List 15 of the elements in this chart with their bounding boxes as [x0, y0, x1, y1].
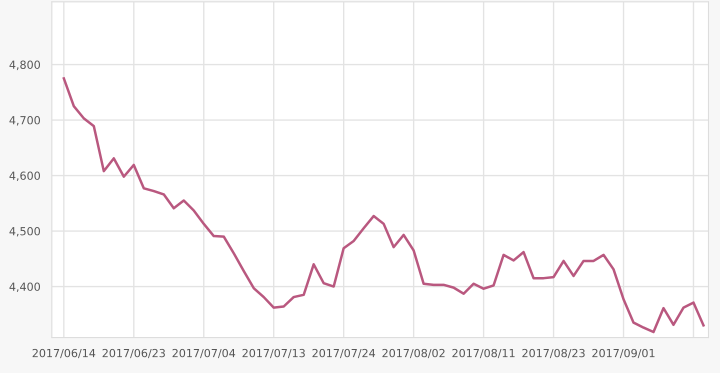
x-tick-label: 2017/07/13 [242, 348, 305, 358]
x-tick-label: 2017/08/23 [522, 348, 585, 358]
y-tick-label: 4,800 [9, 60, 40, 70]
y-tick-label: 4,400 [9, 282, 40, 292]
y-tick-label: 4,500 [9, 227, 40, 237]
x-tick-label: 2017/09/01 [592, 348, 655, 358]
x-tick-label: 2017/08/11 [452, 348, 515, 358]
x-tick-label: 2017/06/23 [102, 348, 165, 358]
x-tick-label: 2017/07/24 [312, 348, 376, 358]
line-series [62, 77, 705, 334]
y-tick-label: 4,700 [9, 116, 40, 126]
y-tick-label: 4,600 [9, 172, 40, 182]
x-tick-label: 2017/07/04 [172, 348, 236, 358]
x-tick-label: 2017/06/14 [32, 348, 96, 358]
x-tick-label: 2017/08/02 [382, 348, 445, 358]
